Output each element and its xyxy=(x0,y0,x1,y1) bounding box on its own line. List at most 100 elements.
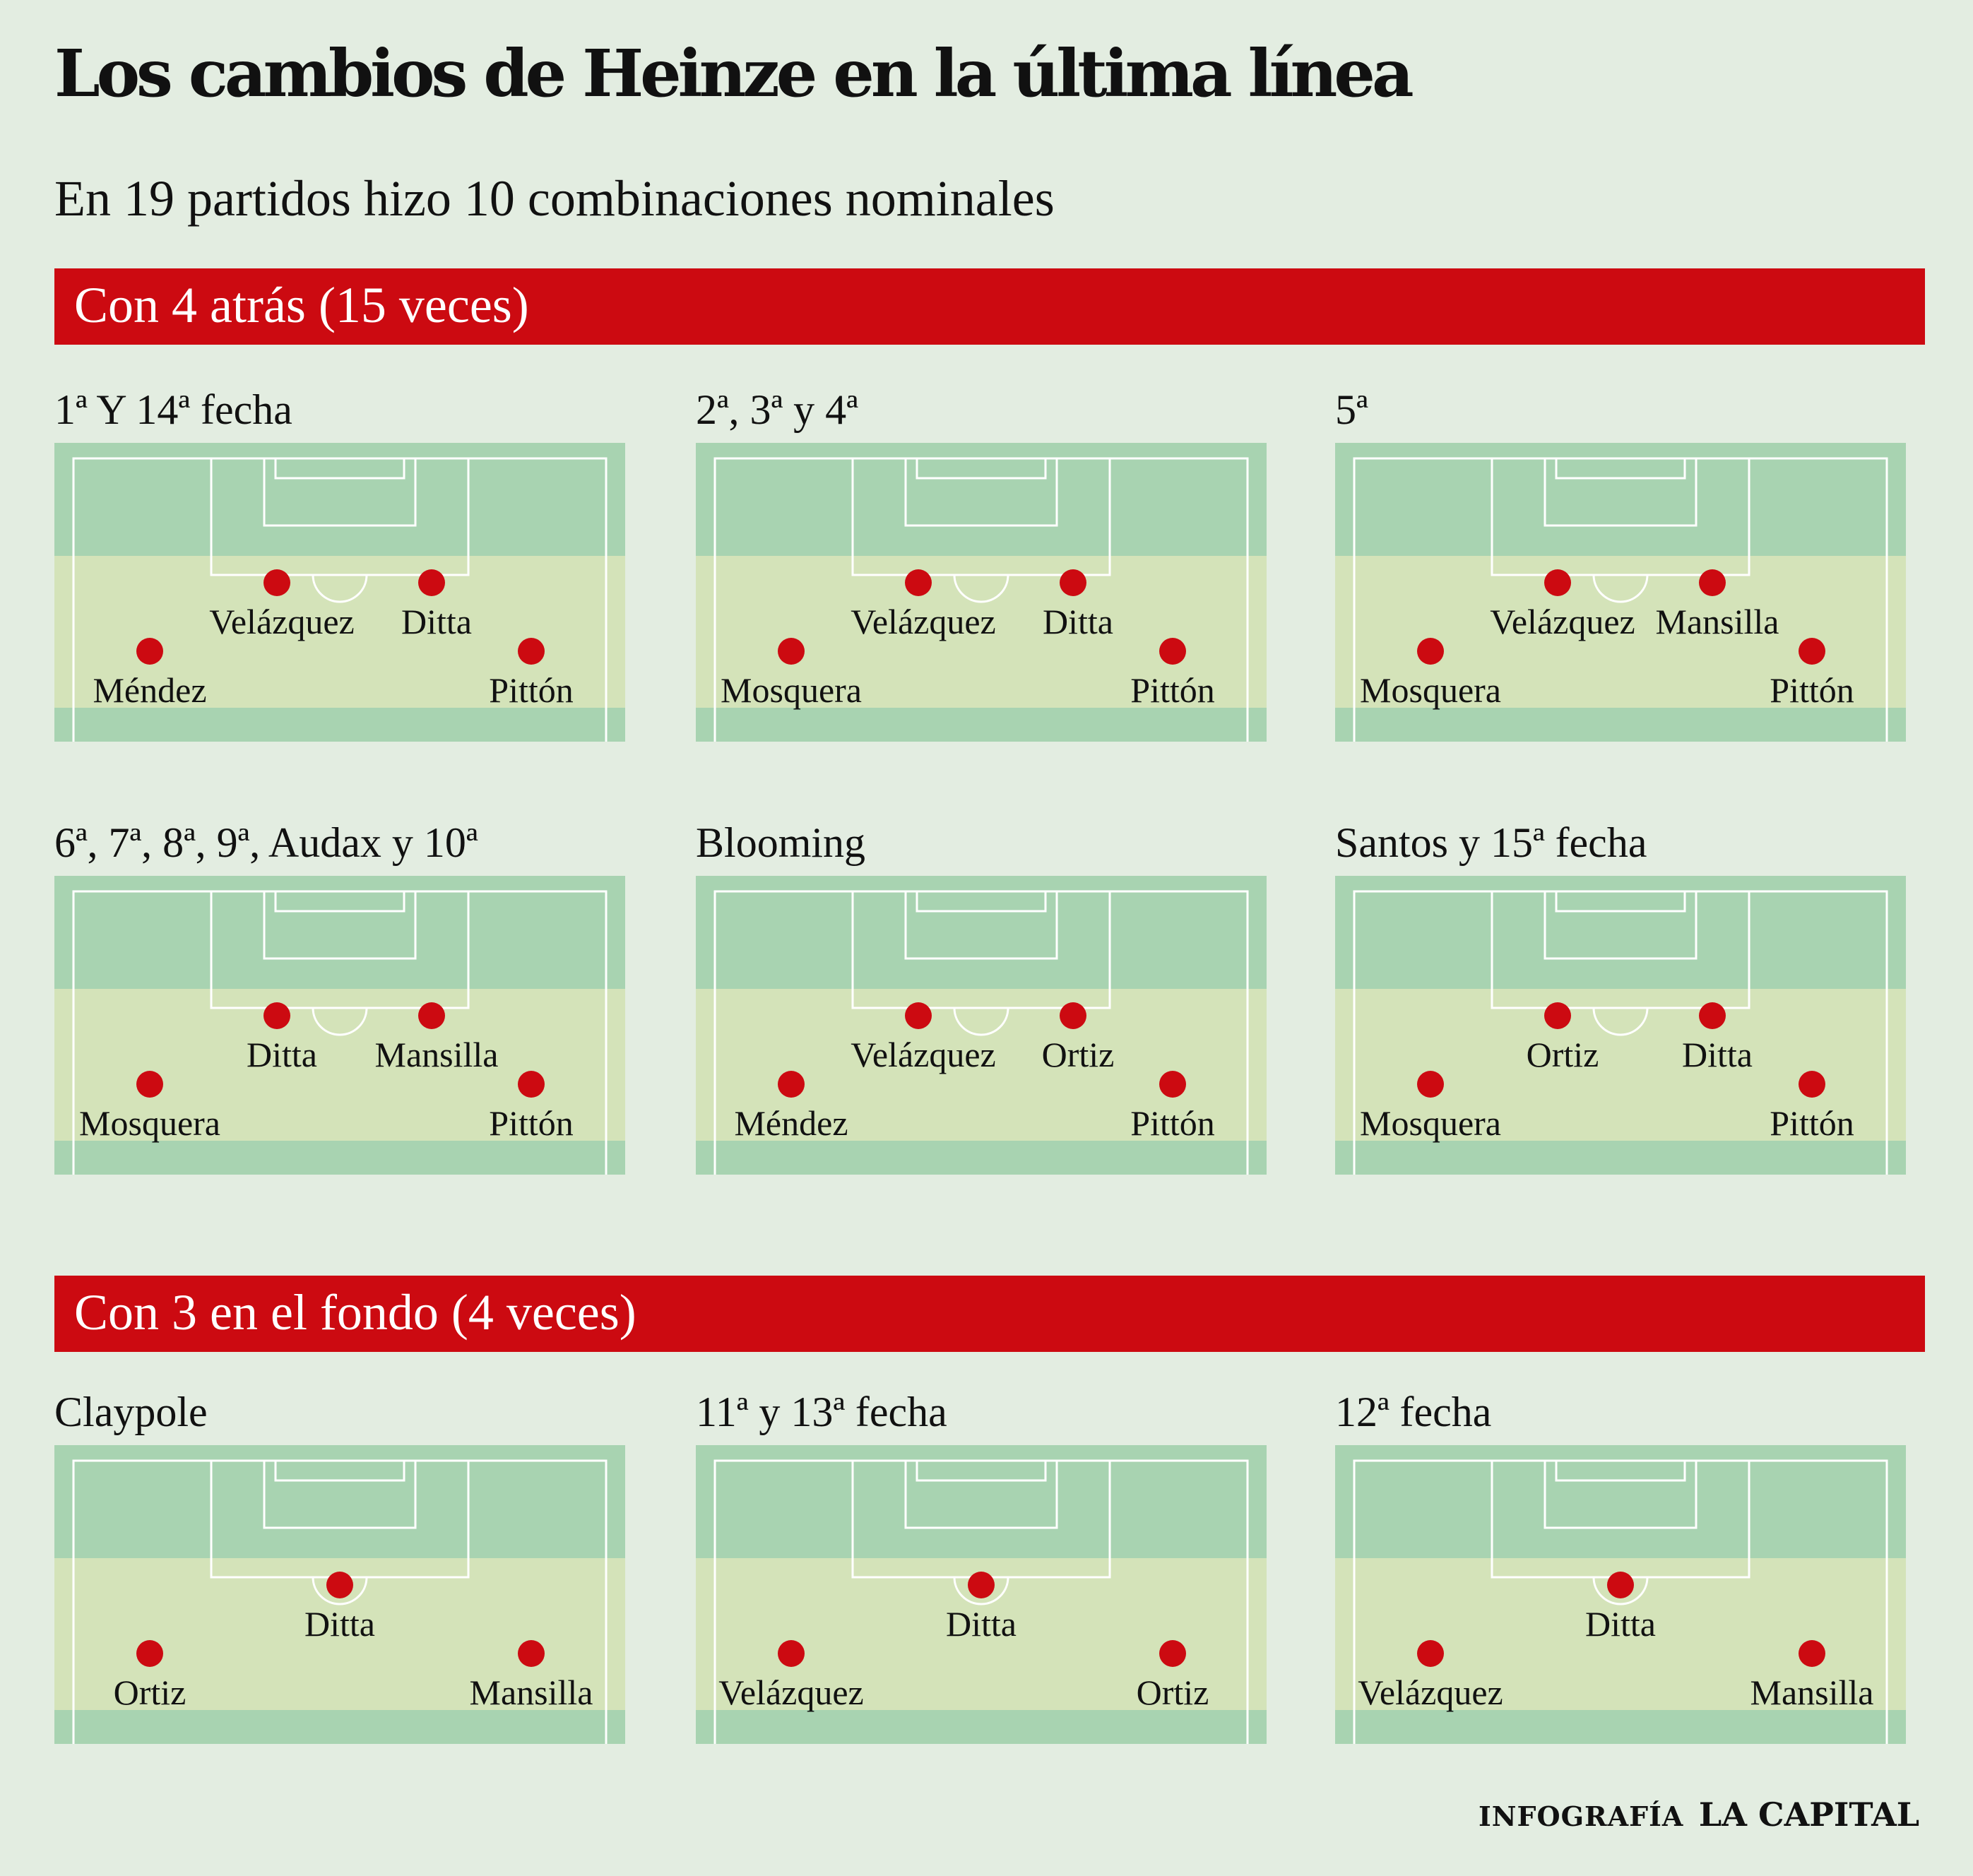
player-name: Pittón xyxy=(1770,670,1854,710)
player-name: Ortiz xyxy=(1041,1035,1115,1074)
pitch-diagram xyxy=(54,1445,625,1744)
player-name: Pittón xyxy=(1130,670,1215,710)
pitch-diagram xyxy=(54,876,625,1175)
penalty-arc xyxy=(1592,1577,1649,1605)
player-name: Mansilla xyxy=(374,1035,499,1074)
formation-label: Claypole xyxy=(54,1389,208,1435)
formation-label: Santos y 15ª fecha xyxy=(1335,819,1647,866)
player-name: Ditta xyxy=(1682,1035,1753,1074)
pitch-mid-band xyxy=(54,556,625,708)
pitch-diagram xyxy=(696,1445,1267,1744)
pitch-mid-band xyxy=(696,989,1267,1141)
formation-panel: 5ª Mosquera Velázquez Mansilla Pittón xyxy=(1335,388,1906,756)
section-header-label: Con 4 atrás (15 veces) xyxy=(74,277,529,333)
player-marker xyxy=(418,1002,445,1029)
formation-label: 2ª, 3ª y 4ª xyxy=(696,386,858,433)
penalty-arc xyxy=(312,574,368,603)
pitch-diagram xyxy=(1335,1445,1906,1744)
penalty-arc xyxy=(953,574,1009,603)
player-marker xyxy=(968,1572,995,1598)
player-marker xyxy=(136,638,163,665)
formation-panel: 2ª, 3ª y 4ª Mosquera Velázquez Ditta Pittón xyxy=(696,388,1267,756)
pitch: Velázquez Ditta Mansilla xyxy=(1335,1445,1906,1744)
formation-panel: 12ª fecha Velázquez Ditta Mansilla xyxy=(1335,1391,1906,1758)
player-name: Ortiz xyxy=(113,1673,186,1712)
goal-box xyxy=(274,1459,405,1482)
goal-box xyxy=(1555,457,1686,480)
pitch: Mosquera Velázquez Ditta Pittón xyxy=(696,443,1267,742)
credit-label: INFOGRAFÍA xyxy=(1479,1800,1684,1832)
player-marker xyxy=(905,569,932,596)
goal-box xyxy=(916,890,1047,913)
player-marker xyxy=(1417,1640,1444,1667)
player-name: Velázquez xyxy=(1358,1673,1503,1712)
player-name: Ortiz xyxy=(1526,1035,1599,1074)
player-name: Ditta xyxy=(401,602,472,641)
player-marker xyxy=(1799,638,1825,665)
formation-label: 12ª fecha xyxy=(1335,1389,1492,1435)
pitch-diagram xyxy=(54,443,625,742)
formation-label: 11ª y 13ª fecha xyxy=(696,1389,947,1435)
player-name: Mosquera xyxy=(79,1103,220,1143)
player-name: Mansilla xyxy=(1750,1673,1874,1712)
player-marker xyxy=(1607,1572,1634,1598)
pitch: Mosquera Ortiz Ditta Pittón xyxy=(1335,876,1906,1175)
player-name: Ditta xyxy=(304,1604,375,1644)
player-name: Pittón xyxy=(1130,1103,1215,1143)
player-marker xyxy=(778,638,805,665)
player-marker xyxy=(778,1640,805,1667)
player-marker xyxy=(1159,1071,1186,1098)
penalty-arc xyxy=(312,1577,368,1605)
formation-panel: Santos y 15ª fecha Mosquera Ortiz Ditta Pitt… xyxy=(1335,821,1906,1189)
player-name: Pittón xyxy=(489,670,574,710)
formation-panel: Blooming Méndez Velázquez Ortiz Pittón xyxy=(696,821,1267,1189)
section-header-four-back: Con 4 atrás (15 veces) xyxy=(54,268,1925,345)
pitch: Ortiz Ditta Mansilla xyxy=(54,1445,625,1744)
goal-box xyxy=(1555,890,1686,913)
player-name: Méndez xyxy=(734,1103,848,1143)
pitch-mid-band xyxy=(1335,989,1906,1141)
player-marker xyxy=(518,1640,545,1667)
player-name: Velázquez xyxy=(209,602,355,641)
pitch: Mosquera Ditta Mansilla Pittón xyxy=(54,876,625,1175)
player-name: Mansilla xyxy=(469,1673,593,1712)
credit-brand: LA CAPITAL xyxy=(1698,1795,1920,1834)
penalty-arc xyxy=(312,1007,368,1036)
player-marker xyxy=(1417,638,1444,665)
player-name: Mosquera xyxy=(1360,670,1501,710)
formation-label: Blooming xyxy=(696,819,866,866)
player-marker xyxy=(1544,1002,1571,1029)
player-marker xyxy=(518,1071,545,1098)
penalty-arc xyxy=(1592,1007,1649,1036)
player-name: Mosquera xyxy=(1360,1103,1501,1143)
player-name: Mosquera xyxy=(721,670,862,710)
penalty-arc xyxy=(953,1577,1009,1605)
pitch-mid-band xyxy=(54,989,625,1141)
player-marker xyxy=(518,638,545,665)
player-marker xyxy=(136,1071,163,1098)
player-name: Ditta xyxy=(946,1604,1017,1644)
player-name: Pittón xyxy=(489,1103,574,1143)
player-name: Méndez xyxy=(93,670,207,710)
penalty-arc xyxy=(1592,574,1649,603)
section-header-label: Con 3 en el fondo (4 veces) xyxy=(74,1284,636,1341)
goal-box xyxy=(274,457,405,480)
player-marker xyxy=(263,569,290,596)
penalty-arc xyxy=(953,1007,1009,1036)
pitch: Méndez Velázquez Ortiz Pittón xyxy=(696,876,1267,1175)
credit: INFOGRAFÍA LA CAPITAL xyxy=(1479,1798,1919,1831)
player-marker xyxy=(1159,1640,1186,1667)
player-name: Pittón xyxy=(1770,1103,1854,1143)
page-title: Los cambios de Heinze en la última línea xyxy=(54,35,1414,112)
player-marker xyxy=(418,569,445,596)
player-name: Velázquez xyxy=(718,1673,864,1712)
player-marker xyxy=(905,1002,932,1029)
pitch: Velázquez Ditta Ortiz xyxy=(696,1445,1267,1744)
goal-box xyxy=(1555,1459,1686,1482)
player-marker xyxy=(1799,1640,1825,1667)
player-marker xyxy=(1544,569,1571,596)
player-name: Ortiz xyxy=(1136,1673,1209,1712)
player-marker xyxy=(1699,1002,1726,1029)
player-name: Velázquez xyxy=(851,602,996,641)
player-marker xyxy=(263,1002,290,1029)
